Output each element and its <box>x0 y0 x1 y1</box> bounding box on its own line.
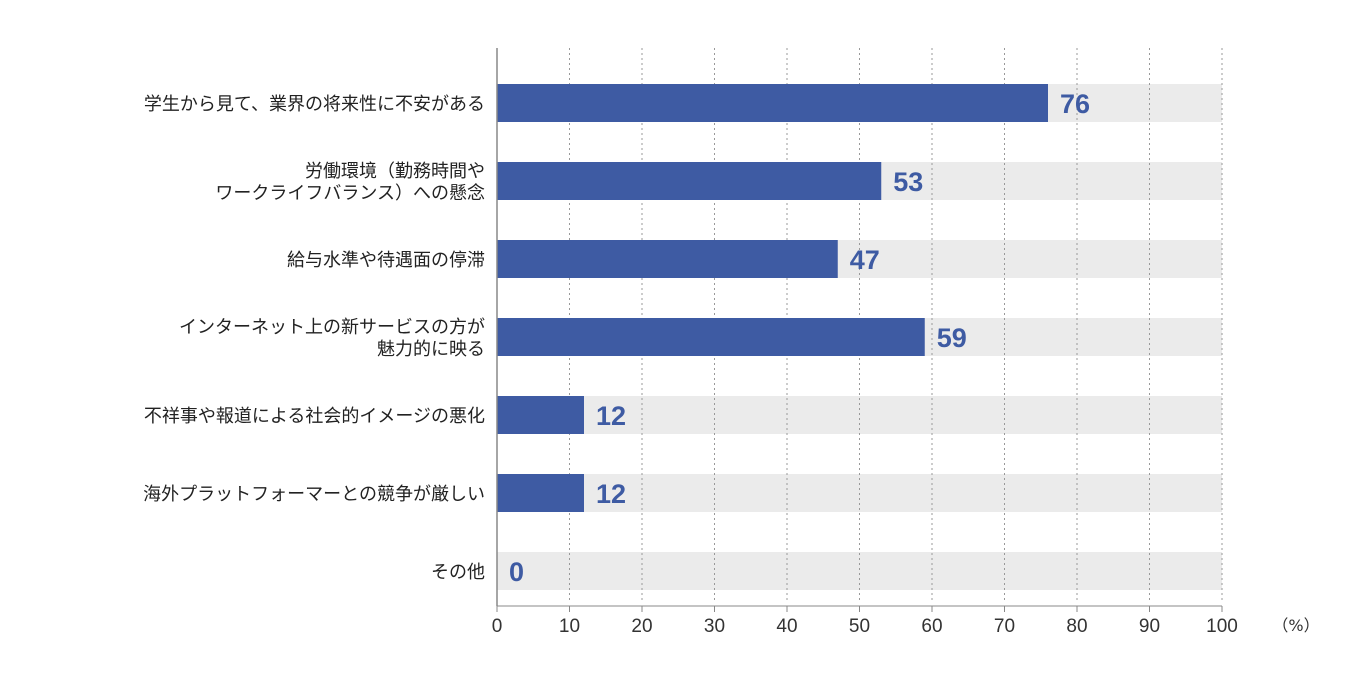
x-tick-label: 60 <box>921 616 942 637</box>
unit-label: （%） <box>1272 616 1319 635</box>
value-label: 59 <box>937 323 967 353</box>
value-label: 53 <box>893 167 923 197</box>
x-tick-label: 10 <box>559 616 580 637</box>
category-label: その他 <box>431 562 485 583</box>
category-label: 給与水準や待遇面の停滞 <box>287 250 485 271</box>
bar <box>497 240 838 278</box>
category-label-line: 給与水準や待遇面の停滞 <box>287 250 485 271</box>
value-label: 12 <box>596 479 626 509</box>
category-label: 労働環境（勤務時間やワークライフバランス）への懸念 <box>215 161 485 204</box>
x-tick-label: 50 <box>849 616 870 637</box>
category-label-line: 労働環境（勤務時間や <box>305 161 485 182</box>
x-tick-label: 20 <box>631 616 652 637</box>
x-tick-label: 30 <box>704 616 725 637</box>
category-label-line: インターネット上の新サービスの方が <box>179 317 485 338</box>
category-label: 不祥事や報道による社会的イメージの悪化 <box>144 406 485 427</box>
bar <box>497 162 882 200</box>
bar <box>497 84 1048 122</box>
category-label-line: 海外プラットフォーマーとの競争が厳しい <box>143 484 485 505</box>
category-label: 学生から見て、業界の将来性に不安がある <box>144 94 485 115</box>
category-label-line: 不祥事や報道による社会的イメージの悪化 <box>144 406 485 427</box>
bar <box>497 474 584 512</box>
category-label-line: ワークライフバランス）への懸念 <box>215 182 485 204</box>
x-tick-label: 90 <box>1139 616 1160 637</box>
category-label-line: その他 <box>431 562 485 583</box>
category-label-line: 学生から見て、業界の将来性に不安がある <box>144 94 485 115</box>
category-label-line: 魅力的に映る <box>377 339 485 360</box>
category-label: インターネット上の新サービスの方が魅力的に映る <box>179 317 485 360</box>
x-tick-label: 70 <box>994 616 1015 637</box>
value-label: 12 <box>596 401 626 431</box>
x-tick-label: 100 <box>1206 616 1238 637</box>
x-tick-label: 0 <box>492 616 503 637</box>
category-label: 海外プラットフォーマーとの競争が厳しい <box>143 484 485 505</box>
x-tick-label: 40 <box>776 616 797 637</box>
value-label: 47 <box>850 245 880 275</box>
value-label: 0 <box>509 557 524 587</box>
value-label: 76 <box>1060 89 1090 119</box>
x-tick-label: 80 <box>1066 616 1087 637</box>
bar <box>497 396 584 434</box>
bar <box>497 318 925 356</box>
